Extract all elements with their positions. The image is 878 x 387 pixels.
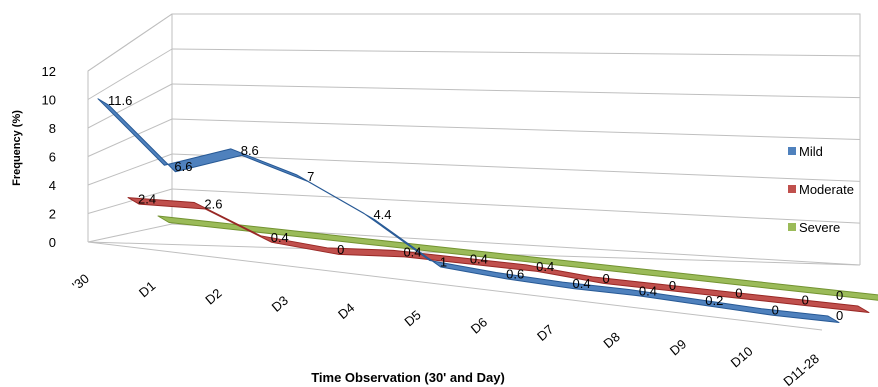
data-label-mild: 4.4: [373, 207, 391, 222]
series-ribbon-severe: [157, 215, 878, 301]
data-label-moderate: 0.4: [403, 244, 421, 259]
gridline-side: [87, 13, 173, 72]
data-label-mild: 0: [772, 303, 779, 318]
series-ribbons: [97, 98, 878, 323]
x-tick-label: D3: [269, 293, 291, 315]
floor-front-edge: [87, 241, 823, 331]
y-axis-label: Frequency (%): [11, 110, 23, 186]
x-tick-label: D6: [468, 314, 490, 336]
data-label-mild: 11.6: [108, 93, 132, 108]
x-tick-label: '30: [69, 271, 92, 293]
data-label-moderate: 2.4: [138, 192, 156, 207]
y-tick-label: 0: [49, 235, 56, 250]
gridline-back: [171, 83, 861, 99]
y-tick-label: 4: [49, 178, 56, 193]
x-tick-label: D10: [728, 344, 756, 371]
gridline-side: [87, 188, 173, 214]
data-labels: 11.66.68.674.410.60.4 0.40.20 02.4 2.60.40 0…: [108, 93, 843, 323]
legend-swatch-mild: [788, 147, 796, 155]
data-label-moderate: 0: [337, 242, 344, 257]
data-label-moderate: 0.4: [271, 230, 289, 245]
x-tick-label: D2: [202, 285, 224, 307]
legend: Mild Moderate Severe: [788, 144, 854, 235]
gridline-side: [87, 223, 173, 243]
gridline-side: [87, 48, 173, 100]
x-tick-label: D7: [534, 322, 556, 344]
legend-swatch-moderate: [788, 185, 796, 193]
x-tick-label: D4: [335, 300, 357, 322]
legend-swatch-severe: [788, 223, 796, 231]
legend-label-mild: Mild: [799, 144, 823, 159]
x-tick-label: D11-28: [780, 351, 822, 387]
legend-label-moderate: Moderate: [799, 182, 854, 197]
x-tick-label: D5: [401, 307, 423, 329]
gridline-back: [171, 153, 861, 182]
data-label-mild: 1: [440, 255, 447, 270]
data-label-mild: 0.4: [573, 276, 591, 291]
series-ribbon-mild: [97, 98, 840, 323]
x-tick-label: D1: [136, 278, 158, 300]
y-tick-label: 6: [49, 150, 56, 165]
data-label-moderate: 0.4: [470, 252, 488, 267]
gridlines: [87, 13, 861, 266]
data-label-moderate: 0: [669, 278, 676, 293]
back-wall: [171, 13, 861, 265]
data-label-moderate: 2.6: [204, 197, 222, 212]
data-label-mild: 6.6: [174, 159, 192, 174]
data-label-moderate: 0.4: [536, 259, 554, 274]
data-label-mild: 0.4: [639, 283, 657, 298]
gridline-side: [87, 83, 173, 129]
y-tick-label: 8: [49, 121, 56, 136]
data-label-moderate: 0: [836, 288, 843, 303]
x-tick-label: D9: [667, 336, 689, 358]
x-axis-label: Time Observation (30' and Day): [311, 370, 505, 385]
series-ribbon-moderate: [127, 197, 870, 313]
y-tick-labels: 0 2 4 6 8 10 12: [42, 64, 56, 250]
data-label-moderate: 0: [802, 293, 809, 308]
y-tick-label: 2: [49, 207, 56, 222]
data-label-mild: 8.6: [241, 143, 259, 158]
x-tick-label: D8: [600, 329, 622, 351]
data-label-mild: 0.6: [506, 267, 524, 282]
data-label-mild: 7: [307, 169, 314, 184]
gridline-back: [171, 118, 861, 140]
y-tick-label: 10: [42, 93, 56, 108]
gridline-back: [171, 188, 861, 224]
legend-label-severe: Severe: [799, 220, 840, 235]
data-label-mild: 0: [836, 308, 843, 323]
data-label-mild: 0.2: [705, 293, 723, 308]
data-label-moderate: 0: [735, 285, 742, 300]
gridline-side: [87, 118, 173, 157]
gridline-back: [171, 48, 861, 57]
data-label-moderate: 0: [603, 271, 610, 286]
y-tick-label: 12: [42, 64, 56, 79]
